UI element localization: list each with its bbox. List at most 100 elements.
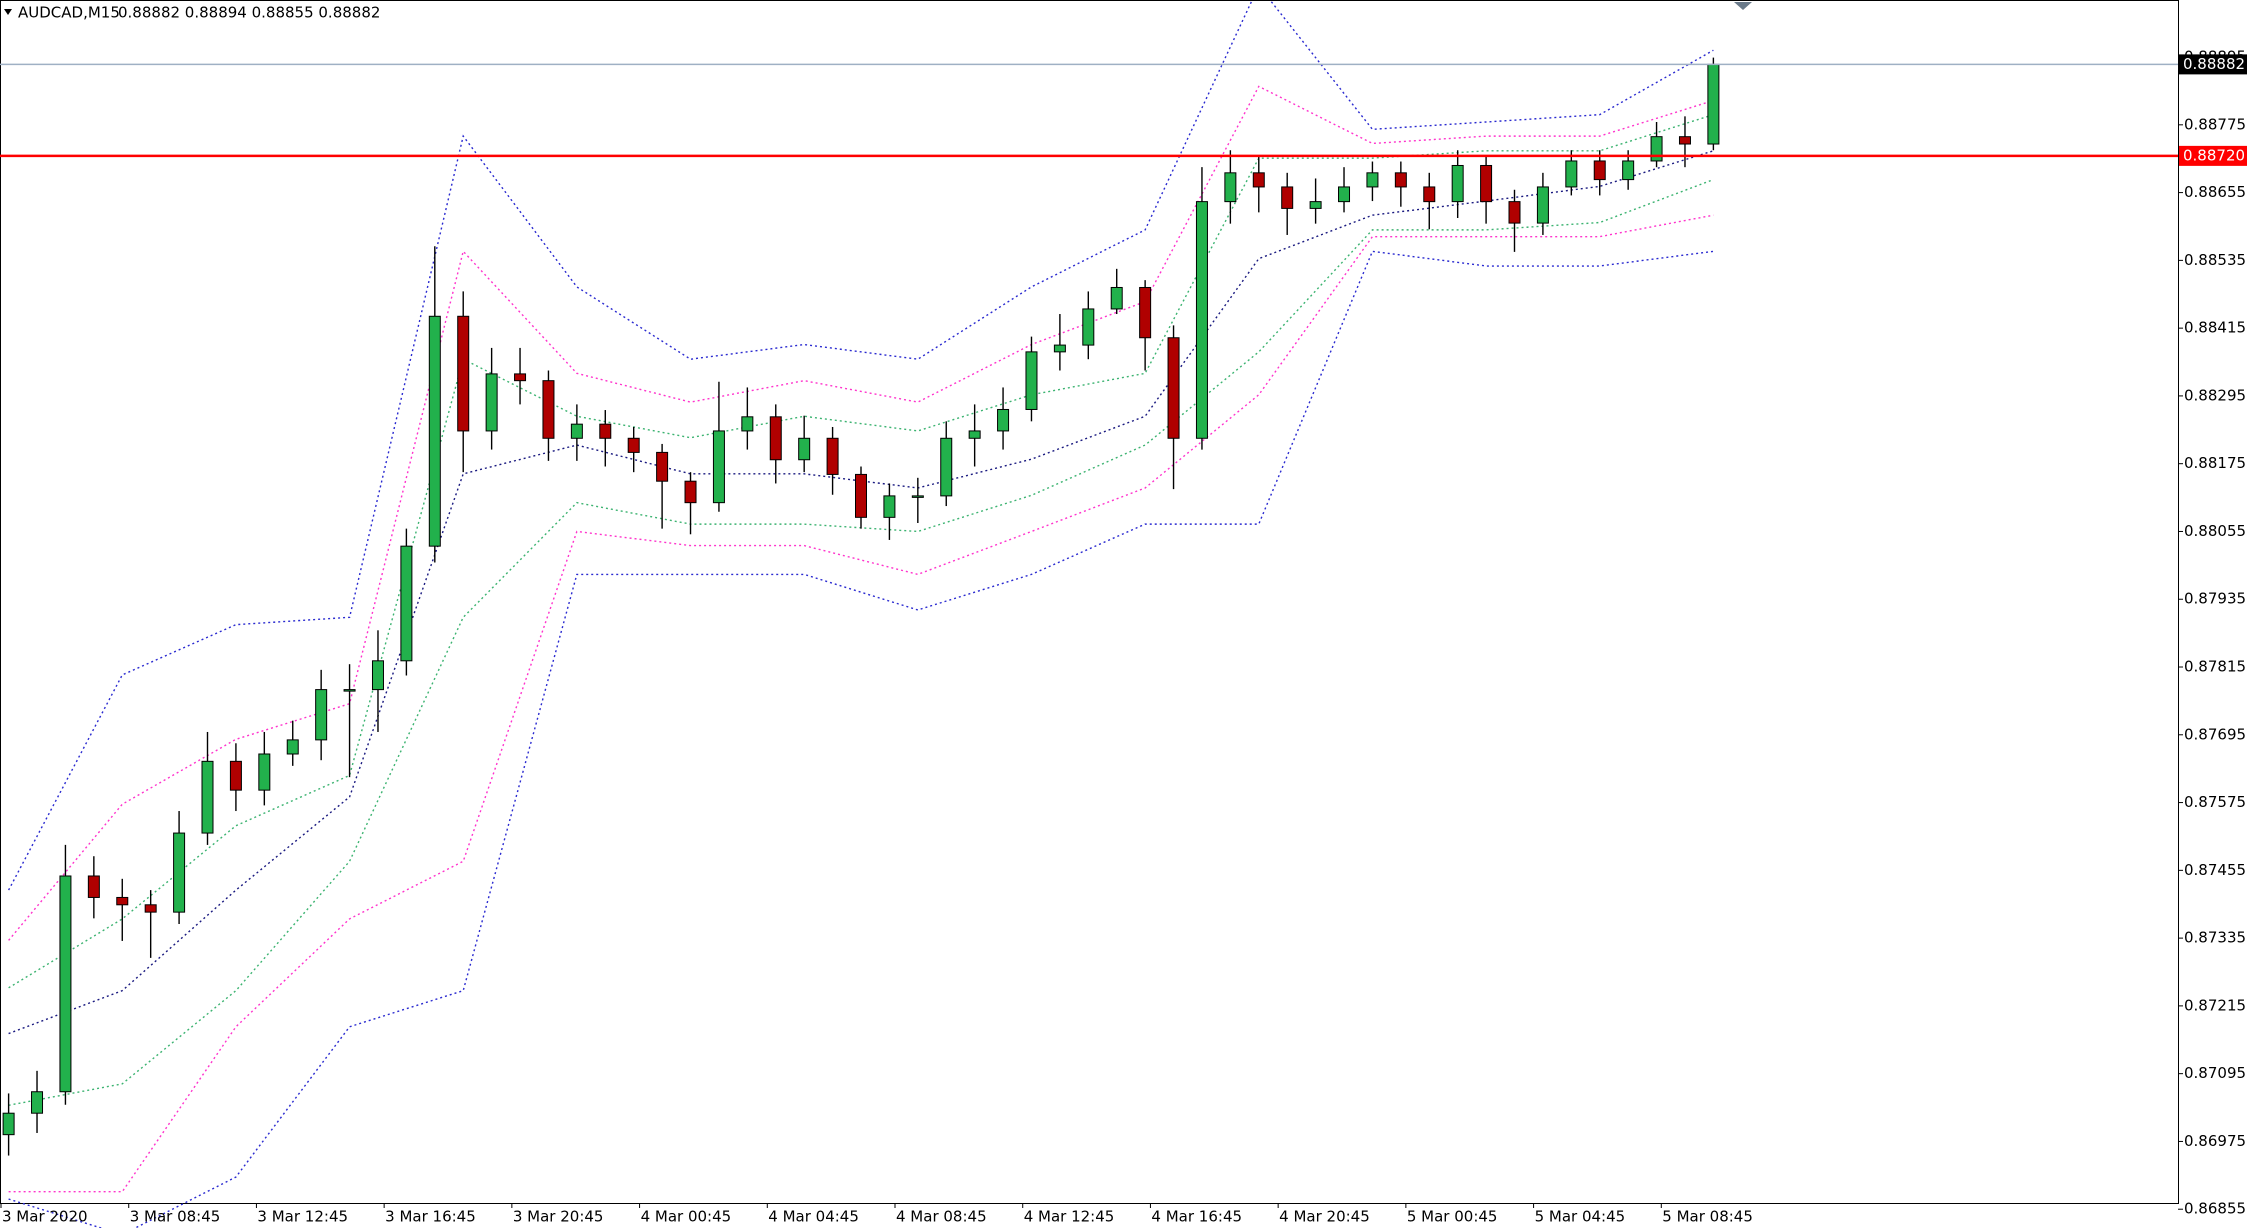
candle-body: [59, 875, 72, 1093]
price-level-label: 0.88882: [2183, 55, 2245, 73]
candle-body: [911, 495, 924, 498]
candle-body: [1281, 186, 1294, 209]
candle-body: [1650, 136, 1663, 162]
quote: 0.88882 0.88894 0.88855 0.88882: [118, 4, 380, 22]
x-tick-label: 5 Mar 08:45: [1662, 1208, 1753, 1226]
plot-frame: [0, 0, 2179, 1204]
candle-body: [315, 689, 328, 741]
candle-body: [968, 430, 981, 439]
candle-body: [542, 380, 555, 439]
y-tick-label: 0.87935: [2184, 590, 2246, 608]
band-line: [8, 113, 1714, 989]
x-tick-label: 3 Mar 16:45: [385, 1208, 476, 1226]
y-tick-label: 0.87575: [2184, 793, 2246, 811]
y-tick-label: 0.87095: [2184, 1064, 2246, 1082]
y-tick-label: 0.86975: [2184, 1132, 2246, 1150]
candle-body: [173, 832, 186, 913]
y-tick-label: 0.88775: [2184, 115, 2246, 133]
y-tick-label: 0.88295: [2184, 386, 2246, 404]
candle-body: [1366, 172, 1379, 188]
candle-body: [997, 408, 1010, 432]
candle-body: [400, 545, 413, 662]
price-level-box: [2179, 145, 2247, 166]
menu-arrow[interactable]: [4, 9, 12, 15]
plot-area: [2, 0, 1720, 1228]
candle-body: [1480, 164, 1493, 203]
candle-body: [1423, 186, 1436, 203]
candle-body: [457, 315, 470, 432]
candle-body: [116, 896, 129, 906]
x-tick-label: 4 Mar 00:45: [641, 1208, 732, 1226]
candle-body: [87, 875, 100, 898]
chart-title: AUDCAD,M15: [18, 4, 120, 22]
candle-body: [1394, 172, 1407, 188]
price-level-label: 0.88720: [2183, 146, 2245, 164]
candle-body: [485, 373, 498, 432]
x-tick-label: 4 Mar 04:45: [768, 1208, 859, 1226]
candle-body: [1622, 160, 1635, 181]
candle-body: [1536, 186, 1549, 224]
candle-body: [1338, 186, 1351, 203]
band-line: [8, 214, 1714, 1193]
x-tick-label: 4 Mar 08:45: [896, 1208, 987, 1226]
candle-body: [1082, 308, 1095, 346]
candle-body: [1678, 136, 1691, 145]
x-tick-label: 4 Mar 12:45: [1024, 1208, 1115, 1226]
candle-body: [656, 451, 669, 482]
candle-body: [144, 904, 157, 913]
x-tick-label: 4 Mar 20:45: [1279, 1208, 1370, 1226]
x-tick-label: 3 Mar 08:45: [130, 1208, 221, 1226]
candle-body: [1139, 286, 1152, 339]
x-tick-label: 3 Mar 20:45: [513, 1208, 604, 1226]
y-tick-label: 0.87695: [2184, 725, 2246, 743]
candle-body: [343, 689, 356, 692]
y-tick-label: 0.88055: [2184, 522, 2246, 540]
candle-body: [599, 423, 612, 439]
candle-body: [712, 430, 725, 504]
candle-body: [798, 437, 811, 461]
y-tick-label: 0.86855: [2184, 1200, 2246, 1218]
candle-body: [201, 760, 214, 834]
candle-body: [1451, 164, 1464, 203]
shift-marker: [1734, 2, 1752, 10]
y-tick-label: 0.87455: [2184, 861, 2246, 879]
candle-body: [684, 480, 697, 504]
candle-body: [1195, 201, 1208, 439]
candle-body: [1707, 63, 1720, 145]
y-tick-label: 0.87815: [2184, 658, 2246, 676]
band-line: [8, 150, 1714, 1035]
price-level-box: [2179, 54, 2247, 75]
candle-body: [883, 495, 896, 518]
candle-body: [627, 437, 640, 453]
candle-body: [258, 753, 271, 791]
candle-body: [371, 660, 384, 691]
candle-body: [826, 437, 839, 475]
candle-body: [570, 423, 583, 439]
y-tick-label: 0.87215: [2184, 996, 2246, 1014]
candle-body: [855, 473, 867, 518]
candle-body: [1053, 344, 1066, 353]
candle-body: [229, 760, 242, 791]
candle-body: [428, 315, 441, 547]
candle-body: [1252, 172, 1265, 188]
candle-body: [1508, 201, 1521, 224]
y-tick-label: 0.87335: [2184, 929, 2246, 947]
band-line: [8, 250, 1714, 1228]
y-tick-label: 0.88655: [2184, 183, 2246, 201]
candle-body: [1224, 172, 1237, 203]
x-tick-label: 3 Mar 2020: [2, 1208, 88, 1226]
band-line: [7, 0, 1714, 891]
candle-body: [1309, 201, 1322, 209]
candle-body: [31, 1091, 44, 1114]
x-tick-label: 3 Mar 12:45: [257, 1208, 348, 1226]
x-tick-label: 4 Mar 16:45: [1151, 1208, 1242, 1226]
band-line: [8, 178, 1714, 1106]
candle-body: [1167, 337, 1180, 439]
candle-body: [1110, 286, 1123, 310]
candle-body: [286, 739, 299, 755]
band-line: [8, 85, 1714, 941]
x-tick-label: 5 Mar 00:45: [1407, 1208, 1498, 1226]
candle-body: [769, 416, 782, 461]
candle-body: [514, 373, 527, 382]
